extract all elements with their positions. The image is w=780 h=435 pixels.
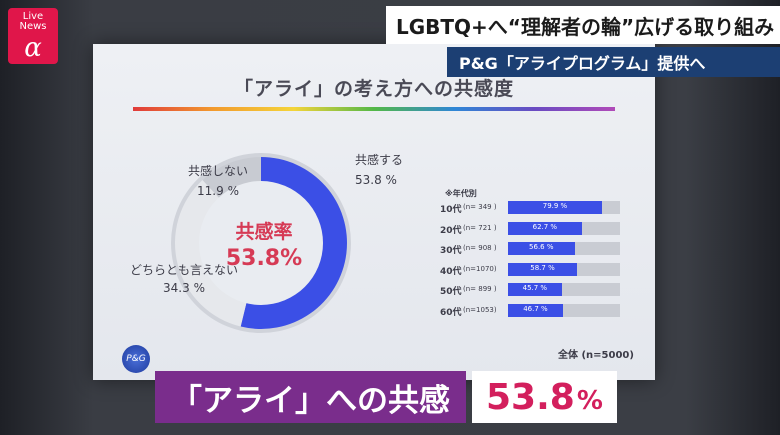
- age-name: 40代: [440, 266, 462, 277]
- age-bar-track: 79.9 %: [508, 201, 620, 214]
- disagree-value: 11.9 %: [197, 184, 239, 198]
- donut-center-label: 共感率: [235, 221, 293, 243]
- age-bar-track: 62.7 %: [508, 221, 620, 235]
- age-breakdown-header: ※年代別: [445, 189, 477, 198]
- age-name: 60代: [440, 307, 462, 318]
- lower-third-unit: %: [576, 386, 603, 416]
- channel-badge: Live News α: [8, 8, 58, 64]
- age-name: 20代: [440, 225, 462, 236]
- age-bar-track: 46.7 %: [508, 303, 620, 317]
- neutral-value: 34.3 %: [163, 281, 205, 295]
- segment-label-neutral: どちらとも言えない 34.3 %: [130, 262, 238, 296]
- age-name: 10代: [440, 205, 462, 215]
- age-bar-fill: 46.7 %: [508, 303, 563, 317]
- alpha-icon: α: [24, 33, 42, 63]
- age-bar-value: 62.7 %: [532, 222, 558, 231]
- disagree-label: 共感しない: [188, 164, 249, 178]
- age-bar-fill: 79.9 %: [508, 201, 602, 214]
- donut-hole: [199, 181, 323, 305]
- lower-third-value-box: 53.8%: [472, 371, 617, 423]
- age-bar-fill: 62.7 %: [508, 221, 582, 235]
- donut-chart: [171, 153, 351, 333]
- agree-label: 共感する: [355, 153, 404, 167]
- age-row: 20代 (n= 721 ) 62.7 %: [440, 221, 630, 237]
- age-bar-track: 58.7 %: [508, 262, 620, 276]
- total-sample: 全体 (n=5000): [558, 350, 634, 361]
- age-bar-value: 56.6 %: [529, 243, 554, 251]
- neutral-label: どちらとも言えない: [130, 263, 239, 277]
- age-bar-fill: 56.6 %: [508, 242, 575, 255]
- donut-center-value: 53.8%: [225, 246, 303, 271]
- badge-live: Live: [22, 11, 44, 22]
- agree-value: 53.8 %: [355, 173, 397, 187]
- age-row: 10代 (n= 349 ) 79.9 %: [440, 200, 630, 216]
- age-bar-value: 46.7 %: [523, 304, 548, 313]
- age-bar-value: 45.7 %: [522, 284, 548, 292]
- age-sample: (n= 899 ): [463, 285, 497, 293]
- slide-title: 「アライ」の考え方への共感度: [233, 78, 514, 100]
- age-sample: (n=1053): [463, 305, 497, 314]
- age-bar-value: 58.7 %: [530, 263, 555, 272]
- age-sample: (n=1070): [463, 264, 497, 273]
- age-sample: (n= 908 ): [463, 244, 497, 252]
- age-name: 50代: [440, 287, 462, 297]
- segment-label-disagree: 共感しない 11.9 %: [188, 163, 248, 199]
- lower-third-text: 「アライ」への共感: [155, 371, 466, 423]
- headline-secondary: P&G「アライプログラム」提供へ: [447, 47, 780, 77]
- age-row: 60代 (n=1053) 46.7 %: [440, 303, 630, 319]
- rainbow-divider: [133, 107, 615, 111]
- headline-primary: LGBTQ+へ“理解者の輪”広げる取り組み: [386, 6, 780, 44]
- age-bar-fill: 45.7 %: [508, 283, 562, 296]
- age-bar-fill: 58.7 %: [508, 262, 578, 276]
- pg-logo: P&G: [122, 345, 150, 373]
- age-bar-value: 79.9 %: [542, 202, 568, 210]
- age-row: 30代 (n= 908 ) 56.6 %: [440, 241, 630, 257]
- age-bar-track: 45.7 %: [508, 283, 620, 296]
- age-sample: (n= 721 ): [463, 223, 497, 232]
- age-bar-track: 56.6 %: [508, 242, 620, 255]
- segment-label-agree: 共感する 53.8 %: [355, 152, 403, 188]
- age-row: 40代 (n=1070) 58.7 %: [440, 262, 630, 278]
- age-row: 50代 (n= 899 ) 45.7 %: [440, 282, 630, 298]
- lower-third-value: 53.8: [486, 376, 575, 418]
- age-sample: (n= 349 ): [463, 203, 497, 211]
- lower-third: 「アライ」への共感 53.8%: [155, 371, 617, 423]
- badge-news: News: [19, 21, 47, 32]
- age-name: 30代: [440, 246, 462, 256]
